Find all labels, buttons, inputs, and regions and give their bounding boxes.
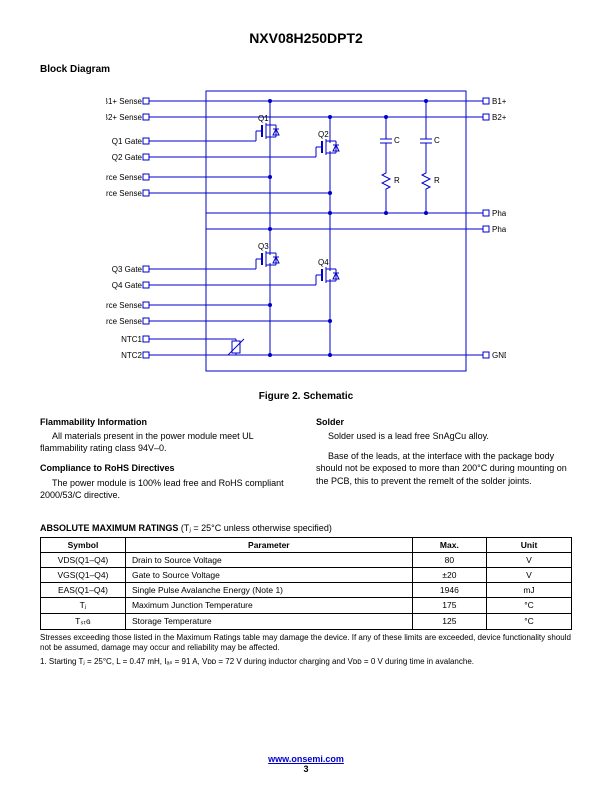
rohs-header: Compliance to RoHS Directives bbox=[40, 462, 296, 474]
svg-text:C: C bbox=[394, 136, 400, 145]
svg-text:R: R bbox=[394, 176, 400, 185]
table-header: Unit bbox=[487, 537, 572, 552]
table-header: Parameter bbox=[125, 537, 412, 552]
svg-text:Q3 Source Sense: Q3 Source Sense bbox=[106, 301, 143, 310]
svg-text:Q2: Q2 bbox=[318, 130, 329, 139]
svg-text:Q4 Gate: Q4 Gate bbox=[112, 281, 143, 290]
table-row: EAS(Q1–Q4)Single Pulse Avalanche Energy … bbox=[41, 582, 572, 597]
svg-text:Q4 Source Sense: Q4 Source Sense bbox=[106, 317, 143, 326]
svg-text:C: C bbox=[434, 136, 440, 145]
footnote-1: Stresses exceeding those listed in the M… bbox=[40, 633, 572, 654]
svg-text:Q2 Source Sense: Q2 Source Sense bbox=[106, 189, 143, 198]
ratings-title: ABSOLUTE MAXIMUM RATINGS (Tⱼ = 25°C unle… bbox=[40, 523, 572, 534]
svg-text:Q4: Q4 bbox=[318, 258, 329, 267]
solder-header: Solder bbox=[316, 416, 572, 428]
svg-text:Q2 Gate: Q2 Gate bbox=[112, 153, 143, 162]
table-row: TⱼMaximum Junction Temperature175°C bbox=[41, 597, 572, 613]
ratings-title-condition: (Tⱼ = 25°C unless otherwise specified) bbox=[181, 523, 332, 533]
page-number: 3 bbox=[303, 764, 308, 774]
svg-text:B1+ Sense: B1+ Sense bbox=[106, 97, 143, 106]
rohs-body: The power module is 100% lead free and R… bbox=[40, 477, 296, 501]
svg-text:B2+ Sense: B2+ Sense bbox=[106, 113, 143, 122]
svg-text:Q3: Q3 bbox=[258, 242, 269, 251]
table-row: VDS(Q1–Q4)Drain to Source Voltage80V bbox=[41, 552, 572, 567]
svg-text:B1+: B1+ bbox=[492, 97, 506, 106]
svg-text:NTC2: NTC2 bbox=[121, 351, 142, 360]
solder-body-2: Base of the leads, at the interface with… bbox=[316, 450, 572, 486]
ratings-title-prefix: ABSOLUTE MAXIMUM RATINGS bbox=[40, 523, 181, 533]
svg-text:Q1 Gate: Q1 Gate bbox=[112, 137, 143, 146]
flammability-header: Flammability Information bbox=[40, 416, 296, 428]
svg-text:R: R bbox=[434, 176, 440, 185]
svg-text:Q1 Source Sense: Q1 Source Sense bbox=[106, 173, 143, 182]
footnote-2: 1. Starting Tⱼ = 25°C, L = 0.47 mH, Iₐₛ … bbox=[40, 657, 572, 667]
table-row: TₛₜɢStorage Temperature125°C bbox=[41, 613, 572, 629]
schematic-figure: B1+ Sense B2+ Sense Q1 Gate Q2 Gate Q1 Sourc… bbox=[106, 81, 506, 383]
svg-text:Q1: Q1 bbox=[258, 114, 269, 123]
table-header: Max. bbox=[412, 537, 486, 552]
figure-caption: Figure 2. Schematic bbox=[40, 391, 572, 402]
svg-text:GND: GND bbox=[492, 351, 506, 360]
solder-body-1: Solder used is a lead free SnAgCu alloy. bbox=[316, 430, 572, 442]
footer-link[interactable]: www.onsemi.com bbox=[268, 754, 344, 764]
flammability-body: All materials present in the power modul… bbox=[40, 430, 296, 454]
svg-text:NTC1: NTC1 bbox=[121, 335, 142, 344]
info-columns: Flammability Information All materials p… bbox=[40, 416, 572, 509]
page-footer: www.onsemi.com 3 bbox=[0, 754, 612, 774]
table-row: VGS(Q1–Q4)Gate to Source Voltage±20V bbox=[41, 567, 572, 582]
svg-text:Phase 1: Phase 1 bbox=[492, 225, 506, 234]
table-header: Symbol bbox=[41, 537, 126, 552]
svg-text:Q3 Gate: Q3 Gate bbox=[112, 265, 143, 274]
svg-text:Phase 2: Phase 2 bbox=[492, 209, 506, 218]
block-diagram-header: Block Diagram bbox=[40, 64, 572, 75]
ratings-table: SymbolParameterMax.UnitVDS(Q1–Q4)Drain t… bbox=[40, 537, 572, 630]
page-title: NXV08H250DPT2 bbox=[40, 30, 572, 46]
svg-text:B2+: B2+ bbox=[492, 113, 506, 122]
